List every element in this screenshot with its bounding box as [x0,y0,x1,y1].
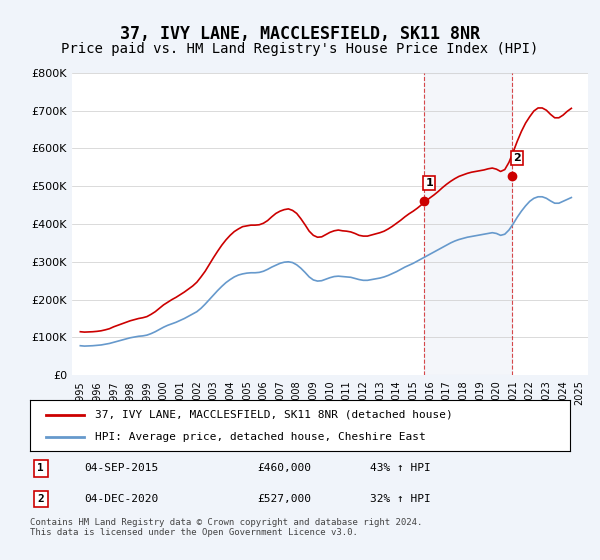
Text: 37, IVY LANE, MACCLESFIELD, SK11 8NR (detached house): 37, IVY LANE, MACCLESFIELD, SK11 8NR (de… [95,409,452,419]
Text: 04-SEP-2015: 04-SEP-2015 [84,463,158,473]
Text: 2: 2 [513,153,521,163]
Text: 2: 2 [37,494,44,504]
Text: 1: 1 [425,178,433,188]
Text: 37, IVY LANE, MACCLESFIELD, SK11 8NR: 37, IVY LANE, MACCLESFIELD, SK11 8NR [120,25,480,43]
Text: £460,000: £460,000 [257,463,311,473]
Text: 43% ↑ HPI: 43% ↑ HPI [370,463,431,473]
Bar [424,73,512,375]
Text: 1: 1 [37,463,44,473]
Text: Price paid vs. HM Land Registry's House Price Index (HPI): Price paid vs. HM Land Registry's House … [61,42,539,56]
Text: 04-DEC-2020: 04-DEC-2020 [84,494,158,504]
Text: £527,000: £527,000 [257,494,311,504]
Text: 32% ↑ HPI: 32% ↑ HPI [370,494,431,504]
Text: HPI: Average price, detached house, Cheshire East: HPI: Average price, detached house, Ches… [95,432,425,442]
Text: Contains HM Land Registry data © Crown copyright and database right 2024.
This d: Contains HM Land Registry data © Crown c… [30,518,422,538]
